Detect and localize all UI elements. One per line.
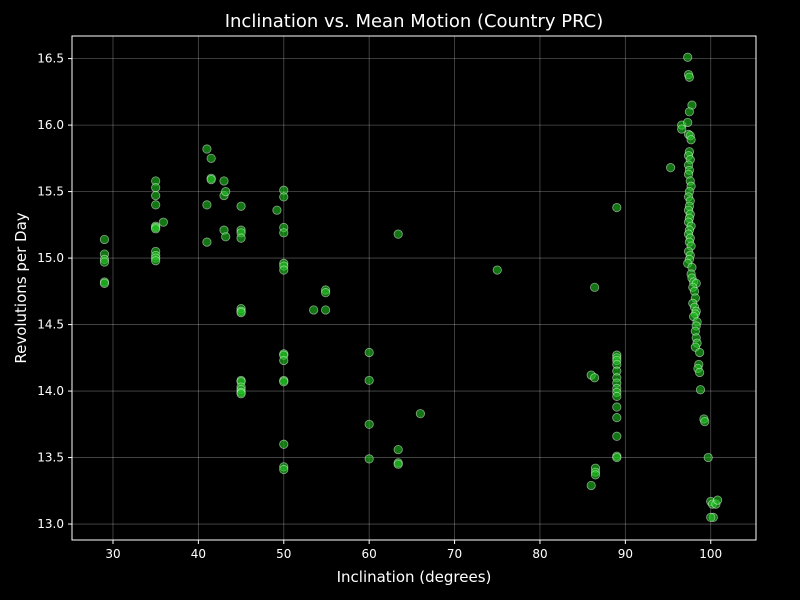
data-point bbox=[279, 355, 289, 366]
data-point bbox=[700, 417, 710, 427]
y-tick-label: 16.5 bbox=[37, 52, 64, 66]
y-tick-label: 13.5 bbox=[37, 451, 64, 465]
data-point bbox=[279, 228, 289, 238]
data-point bbox=[236, 308, 246, 318]
y-tick-label: 16.0 bbox=[37, 118, 64, 132]
data-point bbox=[683, 117, 693, 128]
x-tick-label: 80 bbox=[532, 547, 547, 561]
data-point bbox=[415, 409, 426, 419]
data-point bbox=[279, 192, 289, 202]
data-point bbox=[612, 413, 622, 423]
chart-title: Inclination vs. Mean Motion (Country PRC… bbox=[225, 11, 604, 32]
x-axis-label: Inclination (degrees) bbox=[337, 568, 492, 586]
data-point bbox=[272, 205, 282, 215]
data-point bbox=[684, 72, 694, 82]
data-point bbox=[279, 377, 289, 387]
data-point bbox=[158, 217, 168, 227]
data-point bbox=[99, 234, 110, 245]
data-point bbox=[202, 144, 212, 154]
data-point bbox=[393, 459, 403, 469]
data-point bbox=[321, 305, 331, 315]
data-point bbox=[706, 512, 716, 522]
data-point bbox=[712, 495, 723, 505]
y-tick-label: 15.0 bbox=[37, 251, 64, 265]
data-points bbox=[99, 52, 723, 522]
data-point bbox=[151, 224, 161, 234]
data-point bbox=[99, 278, 110, 288]
data-point bbox=[612, 391, 622, 401]
y-tick-label: 13.0 bbox=[37, 517, 64, 531]
data-point bbox=[206, 153, 216, 163]
x-tick-label: 100 bbox=[699, 547, 722, 561]
data-point bbox=[612, 202, 622, 213]
y-tick-label: 15.5 bbox=[37, 185, 64, 199]
x-tick-label: 40 bbox=[191, 547, 206, 561]
data-point bbox=[202, 237, 212, 247]
data-point bbox=[684, 107, 694, 117]
data-point bbox=[309, 305, 319, 315]
data-point bbox=[364, 375, 374, 386]
data-point bbox=[221, 232, 231, 242]
data-point bbox=[393, 444, 403, 455]
data-point bbox=[683, 52, 693, 62]
data-point bbox=[151, 182, 161, 193]
data-point bbox=[364, 347, 374, 358]
data-point bbox=[236, 389, 246, 399]
data-point bbox=[202, 200, 212, 210]
data-point bbox=[590, 470, 601, 480]
data-point bbox=[612, 431, 622, 441]
data-point bbox=[695, 385, 706, 395]
data-point bbox=[321, 288, 331, 298]
data-point bbox=[695, 367, 705, 378]
data-point bbox=[151, 256, 161, 266]
data-point bbox=[666, 163, 676, 173]
x-tick-label: 50 bbox=[276, 547, 291, 561]
data-point bbox=[492, 265, 502, 275]
data-point bbox=[151, 200, 161, 210]
x-tick-label: 90 bbox=[618, 547, 633, 561]
data-point bbox=[612, 402, 622, 412]
data-point bbox=[677, 124, 687, 134]
data-point bbox=[393, 229, 403, 239]
plot-area-frame bbox=[71, 35, 757, 541]
data-point bbox=[590, 282, 600, 292]
x-tick-label: 30 bbox=[105, 547, 120, 561]
data-point bbox=[586, 480, 596, 491]
data-point bbox=[236, 233, 246, 243]
data-point bbox=[236, 201, 246, 211]
data-point bbox=[206, 175, 216, 185]
data-point bbox=[221, 186, 231, 197]
data-point bbox=[364, 419, 374, 429]
y-tick-label: 14.0 bbox=[37, 384, 64, 398]
data-point bbox=[590, 373, 600, 383]
data-point bbox=[99, 257, 110, 267]
data-point bbox=[279, 265, 289, 275]
x-axis-ticks: 30 40 50 60 70 80 90 100 bbox=[105, 540, 722, 561]
x-tick-label: 70 bbox=[447, 547, 462, 561]
x-tick-label: 60 bbox=[362, 547, 377, 561]
y-tick-label: 14.5 bbox=[37, 318, 64, 332]
data-point bbox=[686, 135, 696, 145]
data-point bbox=[219, 176, 229, 186]
grid bbox=[72, 36, 756, 540]
data-point bbox=[364, 454, 374, 464]
data-point bbox=[695, 347, 705, 358]
data-point bbox=[612, 452, 622, 463]
y-axis-label: Revolutions per Day bbox=[12, 212, 30, 363]
data-point bbox=[279, 439, 289, 449]
data-point bbox=[703, 452, 713, 463]
data-point bbox=[279, 464, 289, 475]
data-point bbox=[151, 190, 161, 201]
y-axis-ticks: 13.0 13.5 14.0 14.5 15.0 15.5 16.0 16.5 bbox=[37, 52, 72, 531]
